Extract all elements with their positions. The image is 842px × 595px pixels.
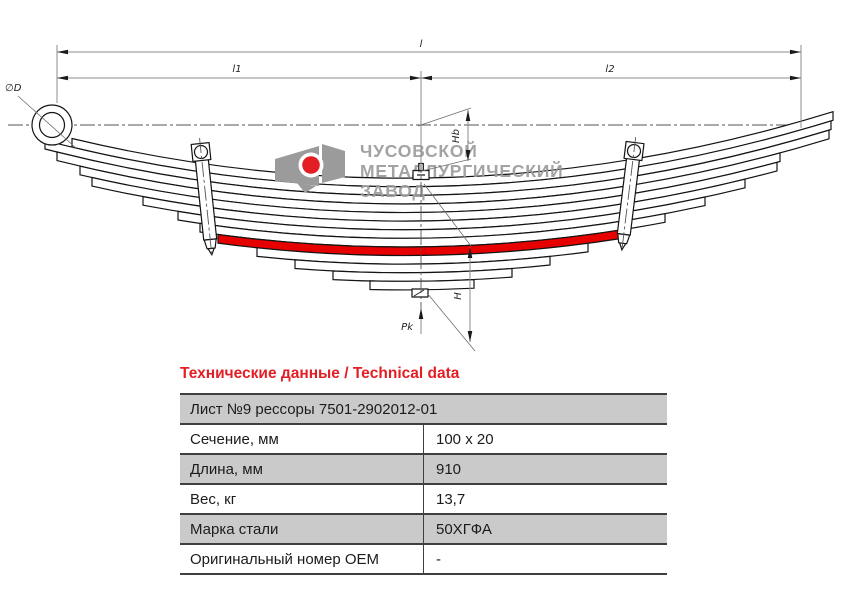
dimension-eye-diameter: ∅D (5, 83, 77, 149)
spec-row: Длина, мм 910 (180, 453, 667, 484)
clamp-right (616, 137, 645, 252)
label-load: Pk (401, 322, 414, 333)
logo-line-3: ЗАВОД (360, 181, 426, 201)
spec-value: - (423, 543, 667, 575)
logo-line-1: ЧУСОВСКОЙ (360, 140, 478, 161)
spec-header-row: Лист №9 рессоры 7501-2902012-01 (180, 393, 667, 424)
leaf-pack (44, 110, 834, 291)
spec-table: Лист №9 рессоры 7501-2902012-01 Сечение,… (180, 393, 667, 575)
spec-value: 910 (423, 453, 667, 484)
technical-data-title: Технические данные / Technical data (180, 365, 460, 382)
spec-value: 50ХГФА (423, 513, 667, 544)
leaf-spring-drawing: ЧУСОВСКОЙ МЕТАЛЛУРГИЧЕСКИЙ ЗАВОД (5, 39, 834, 352)
clamp-left (190, 138, 218, 257)
logo-red-dot (302, 156, 320, 174)
label-arc-height: Hb (451, 129, 462, 143)
label-total-length: l (420, 39, 423, 50)
spec-label: Длина, мм (180, 453, 424, 484)
spec-label: Оригинальный номер OEM (180, 543, 424, 575)
dimension-total-length: l (56, 39, 802, 128)
logo-line-2: МЕТАЛЛУРГИЧЕСКИЙ (360, 160, 564, 181)
load-arrow: Pk (401, 308, 424, 334)
dimension-height: H (423, 183, 476, 352)
dimension-l1-l2: l1 l2 (57, 64, 801, 165)
label-eye-diameter: ∅D (5, 83, 22, 94)
spec-row: Марка стали 50ХГФА (180, 513, 667, 544)
spec-row: Вес, кг 13,7 (180, 483, 667, 514)
factory-logo: ЧУСОВСКОЙ МЕТАЛЛУРГИЧЕСКИЙ ЗАВОД (275, 140, 564, 201)
label-front-length: l1 (232, 64, 241, 75)
spec-header: Лист №9 рессоры 7501-2902012-01 (180, 393, 667, 424)
spec-label: Вес, кг (180, 483, 424, 514)
spec-row: Оригинальный номер OEM - (180, 543, 667, 575)
label-rear-length: l2 (605, 64, 614, 75)
spec-label: Марка стали (180, 513, 424, 544)
label-height: H (453, 292, 464, 300)
spec-row: Сечение, мм 100 x 20 (180, 423, 667, 454)
spec-value: 13,7 (423, 483, 667, 514)
technical-data-section: Технические данные / Technical data Лист… (180, 366, 667, 575)
spec-value: 100 x 20 (423, 423, 667, 454)
dimension-arc-height: Hb (417, 107, 472, 173)
center-bolt-nut (411, 288, 429, 298)
spec-label: Сечение, мм (180, 423, 424, 454)
leaf-13 (369, 278, 475, 291)
logo-mark (275, 144, 345, 193)
